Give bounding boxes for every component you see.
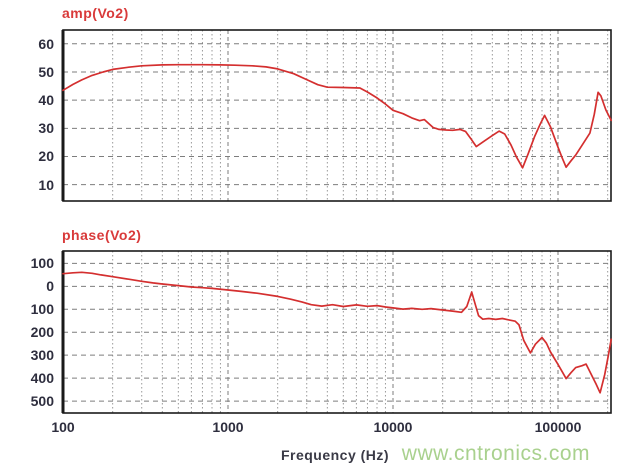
phase-y-tick-label: 200 <box>30 324 54 341</box>
phase-chart-title: phase(Vo2) <box>62 227 142 243</box>
phase-y-tick-label: 400 <box>30 370 54 387</box>
amp-y-tick-label: 50 <box>38 63 54 80</box>
phase-y-tick-label: 0 <box>46 278 54 295</box>
x-tick-label: 100 <box>51 419 75 435</box>
x-tick-label: 10000 <box>373 419 413 435</box>
amp-y-tick-label: 30 <box>38 120 54 137</box>
amp(Vo2)-curve <box>62 63 613 169</box>
x-tick-label: 100000 <box>534 419 582 435</box>
amp-y-tick-label: 40 <box>38 92 54 109</box>
x-axis-title: Frequency (Hz) <box>280 447 390 463</box>
phase-y-tick-label: 500 <box>30 393 54 410</box>
watermark: www.cntronics.com <box>401 442 590 465</box>
phase(Vo2)-curve <box>62 271 613 394</box>
phase-y-tick-label: 100 <box>30 301 54 318</box>
phase-y-tick-label: 100 <box>30 255 54 272</box>
amp-y-tick-label: 60 <box>38 35 54 52</box>
phase-y-tick-label: 300 <box>30 347 54 364</box>
x-tick-label: 1000 <box>212 419 244 435</box>
amp-chart-title: amp(Vo2) <box>62 5 129 21</box>
amp-y-tick-label: 20 <box>38 148 54 165</box>
amp-y-tick-label: 10 <box>38 176 54 193</box>
